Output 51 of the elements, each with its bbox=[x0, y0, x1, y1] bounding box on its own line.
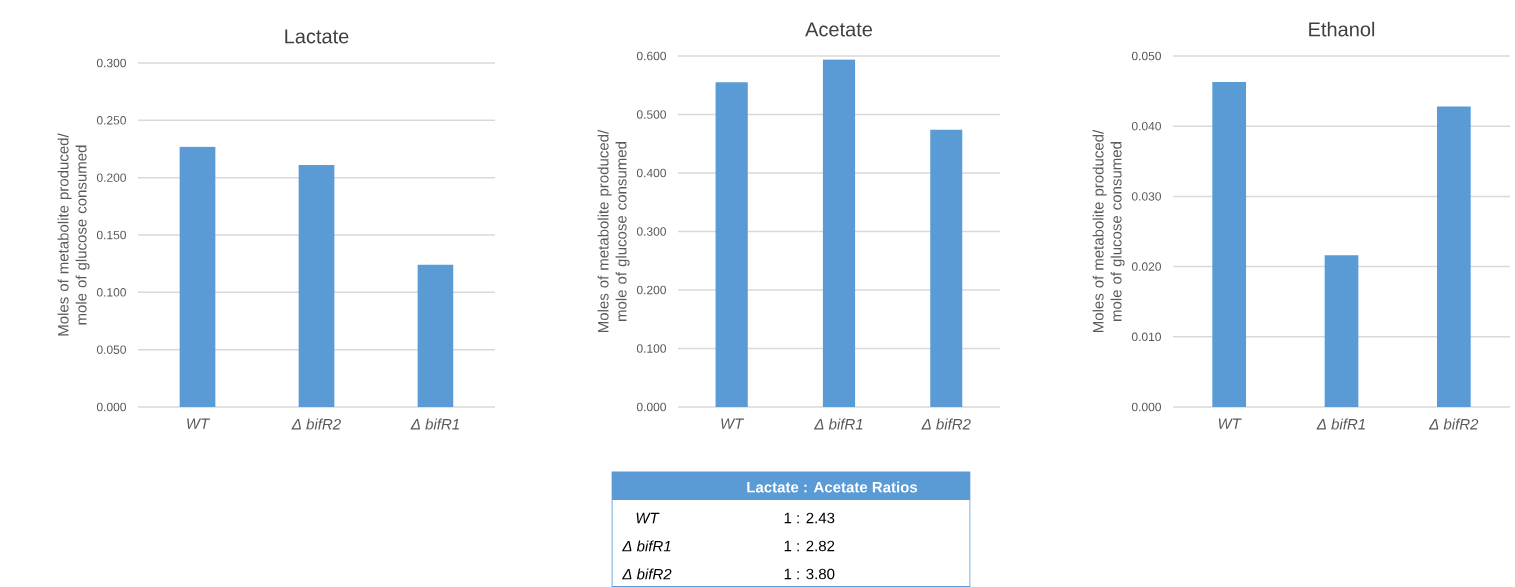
y-tick-label: 0.150 bbox=[96, 230, 126, 240]
bar bbox=[1436, 106, 1471, 407]
chart-title: Acetate bbox=[805, 22, 873, 37]
x-tick-label: Δ bifR2 bbox=[921, 418, 971, 430]
y-tick-label: 0.400 bbox=[636, 168, 667, 178]
y-tick-label: 0.200 bbox=[636, 285, 667, 295]
y-axis-title: Moles of metabolite produced/ mole of glucose consumed bbox=[1092, 129, 1125, 332]
y-tick-label: 0.000 bbox=[636, 402, 667, 412]
category-label: Δ bifR1 bbox=[622, 540, 671, 552]
y-tick-label: 0.040 bbox=[1131, 121, 1162, 131]
y-tick-label: 0.010 bbox=[1131, 332, 1162, 342]
bar bbox=[417, 264, 454, 407]
chart-title: Lactate bbox=[285, 29, 349, 44]
y-tick-label: 0.200 bbox=[96, 173, 126, 182]
bar bbox=[715, 82, 748, 407]
y-tick-label: 0.050 bbox=[1131, 51, 1162, 61]
x-tick-label: WT bbox=[1218, 418, 1242, 429]
x-tick-label: WT bbox=[721, 418, 745, 429]
x-tick-label: Δ bifR2 bbox=[291, 418, 341, 430]
y-axis-title: Moles of metabolite produced/ mole of glucose consumed bbox=[597, 129, 630, 332]
text: 1 : 3.80 bbox=[784, 568, 835, 580]
y-tick-label: 0.600 bbox=[636, 51, 667, 61]
bar bbox=[179, 146, 216, 407]
y-tick-label: 0.050 bbox=[96, 345, 126, 354]
y-tick-label: 0.000 bbox=[96, 402, 126, 412]
x-tick-label: Δ bifR2 bbox=[1428, 418, 1479, 430]
x-tick-label: Δ bifR1 bbox=[1316, 418, 1365, 430]
bar bbox=[298, 165, 335, 407]
y-tick-label: 0.500 bbox=[636, 110, 667, 119]
text: 1 : 2.43 bbox=[784, 512, 835, 524]
y-tick-label: 0.300 bbox=[636, 227, 667, 236]
x-tick-label: Δ bifR1 bbox=[814, 418, 863, 430]
category-label: Δ bifR2 bbox=[622, 568, 672, 580]
y-tick-label: 0.020 bbox=[1131, 262, 1162, 271]
chart-title: Ethanol bbox=[1309, 21, 1375, 37]
y-tick-label: 0.030 bbox=[1131, 192, 1162, 201]
y-tick-label: 0.250 bbox=[96, 116, 126, 125]
x-tick-label: WT bbox=[187, 418, 211, 429]
y-tick-label: 0.100 bbox=[636, 344, 667, 353]
bar bbox=[1212, 81, 1247, 407]
text: Lactate : Acetate Ratios bbox=[747, 481, 918, 493]
y-tick-label: 0.300 bbox=[96, 58, 126, 68]
text: 1 : 2.82 bbox=[784, 540, 835, 552]
y-axis-title: Moles of metabolite produced/ mole of glucose consumed bbox=[57, 133, 90, 336]
bar bbox=[930, 129, 963, 407]
y-tick-label: 0.000 bbox=[1131, 402, 1162, 412]
category-label: WT bbox=[636, 512, 660, 524]
bar bbox=[1324, 255, 1359, 407]
x-tick-label: Δ bifR1 bbox=[410, 418, 459, 430]
bar bbox=[822, 59, 856, 407]
y-tick-label: 0.100 bbox=[96, 288, 126, 297]
